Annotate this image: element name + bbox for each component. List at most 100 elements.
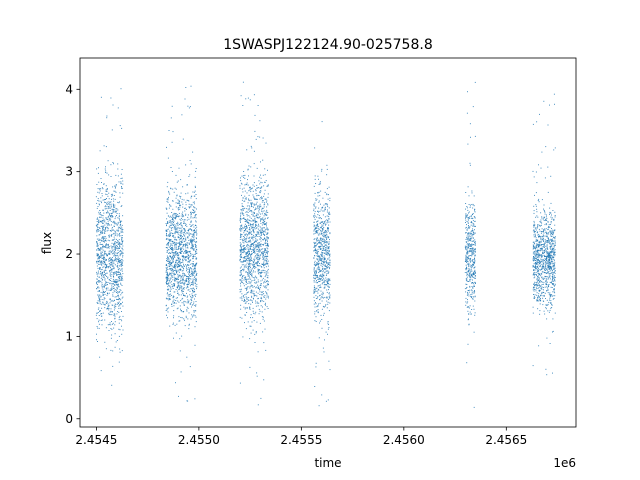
data-point: [97, 188, 99, 190]
data-point: [466, 248, 468, 250]
data-point: [316, 231, 318, 233]
data-point: [99, 280, 101, 282]
data-point: [246, 262, 248, 264]
data-point: [322, 282, 324, 284]
data-point: [243, 277, 245, 279]
data-point: [104, 291, 106, 293]
data-point: [244, 247, 246, 249]
data-point: [112, 283, 114, 285]
data-point: [247, 184, 249, 186]
data-point: [314, 291, 316, 293]
data-point: [172, 285, 174, 287]
data-point: [100, 296, 102, 298]
data-point: [251, 227, 253, 229]
data-point: [168, 234, 170, 236]
data-point: [465, 246, 467, 248]
data-point: [194, 310, 196, 312]
data-point: [115, 258, 117, 259]
data-point: [265, 228, 267, 230]
data-point: [245, 183, 247, 185]
data-point: [319, 320, 321, 322]
data-point: [112, 272, 114, 274]
data-point: [168, 246, 170, 248]
data-point: [111, 193, 113, 195]
data-point: [247, 237, 249, 239]
data-point: [176, 259, 178, 261]
data-point: [176, 308, 178, 310]
data-point: [262, 244, 264, 246]
data-point: [322, 232, 324, 234]
data-point: [195, 271, 197, 273]
data-point: [180, 244, 181, 246]
data-point: [325, 331, 327, 333]
data-point: [245, 211, 247, 213]
data-point: [99, 298, 101, 300]
data-point: [103, 299, 105, 301]
data-point: [264, 308, 266, 310]
data-point: [250, 202, 252, 204]
data-point: [327, 322, 329, 324]
data-point: [187, 257, 189, 259]
data-point: [192, 278, 194, 280]
data-point: [184, 245, 186, 247]
data-point: [261, 231, 263, 233]
data-point: [259, 245, 261, 247]
data-point: [549, 212, 551, 214]
data-point: [118, 269, 120, 271]
data-point: [179, 262, 181, 264]
data-point: [259, 271, 260, 273]
data-point: [256, 281, 258, 283]
data-point: [118, 304, 120, 306]
data-point: [105, 282, 107, 284]
data-point: [466, 306, 468, 308]
data-point: [170, 274, 172, 276]
data-point: [326, 193, 328, 195]
data-point: [256, 253, 258, 255]
data-point: [113, 276, 115, 278]
data-point: [185, 193, 187, 195]
data-point: [113, 290, 115, 292]
data-point: [98, 319, 100, 321]
data-point: [466, 253, 468, 255]
data-point: [104, 208, 106, 210]
data-point: [328, 292, 330, 294]
data-point: [240, 270, 241, 272]
data-point: [177, 252, 179, 253]
data-point: [100, 247, 102, 249]
data-point: [257, 207, 259, 209]
data-point: [114, 313, 116, 315]
data-point: [109, 213, 110, 215]
data-point: [97, 283, 98, 285]
data-point: [241, 194, 242, 196]
data-point: [187, 268, 189, 270]
data-point: [470, 274, 472, 276]
data-point: [165, 207, 167, 209]
data-point: [253, 242, 255, 244]
data-point: [100, 320, 102, 321]
data-point: [116, 274, 118, 276]
data-point: [102, 247, 104, 249]
data-point: [111, 257, 113, 258]
data-point: [326, 219, 328, 221]
data-point: [248, 254, 249, 256]
data-point: [325, 242, 327, 243]
data-point: [329, 213, 331, 215]
data-point: [473, 244, 475, 245]
data-point: [188, 300, 190, 302]
data-point: [98, 321, 99, 323]
data-point: [323, 231, 325, 233]
data-point: [246, 244, 248, 246]
data-point: [120, 269, 122, 271]
data-point: [172, 258, 174, 260]
data-point: [474, 295, 476, 297]
data-point: [258, 210, 260, 212]
data-point: [314, 286, 316, 288]
data-point: [320, 240, 322, 242]
data-point: [240, 304, 242, 306]
data-point: [177, 287, 178, 289]
data-point: [467, 257, 469, 259]
data-point: [102, 228, 104, 230]
data-point: [180, 222, 182, 224]
data-point: [107, 324, 109, 326]
data-point: [327, 301, 329, 303]
